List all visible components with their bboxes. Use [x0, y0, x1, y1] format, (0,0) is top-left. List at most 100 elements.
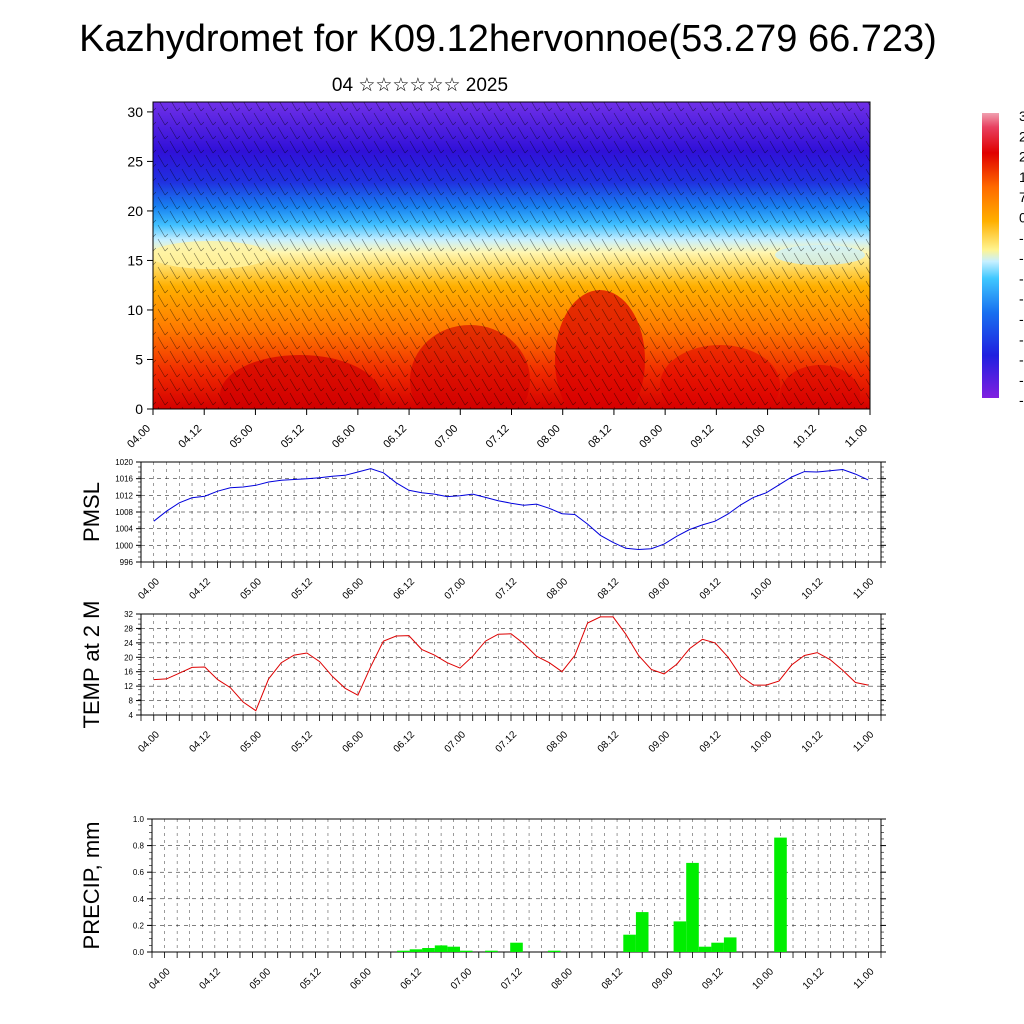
- y-tick-label: 0: [135, 401, 143, 417]
- chart-title: Kazhydromet for K09.12hervonnoe(53.279 6…: [79, 18, 937, 60]
- colorbar-label: -: [1019, 392, 1024, 408]
- colorbar-label: 2: [1019, 128, 1024, 144]
- x-tick-label: 08.00: [545, 729, 571, 755]
- colorbar-ramp: [982, 113, 999, 398]
- x-tick-label: 06.00: [348, 966, 374, 992]
- x-tick-label: 10.12: [801, 966, 827, 992]
- y-axis-label: TEMP at 2 M: [79, 601, 104, 729]
- colorbar-label: -: [1019, 270, 1024, 286]
- x-tick-label: 07.00: [449, 966, 475, 992]
- y-tick-label: 1008: [115, 508, 133, 517]
- precip-panel: 0.0 0.2 0.4 0.6 0.8 1.0 04.00 04.12 05.00 05.12 06…: [79, 815, 886, 992]
- x-tick-label: 04.12: [187, 576, 213, 602]
- x-tick-label: 08.12: [596, 576, 622, 602]
- x-tick-label: 07.00: [443, 729, 469, 755]
- x-tick-label: 06.00: [330, 423, 358, 451]
- x-tick-label: 05.12: [290, 576, 316, 602]
- x-tick-label: 11.00: [851, 576, 876, 601]
- precip-bar: [723, 937, 737, 952]
- x-tick-label: 04.00: [147, 966, 173, 992]
- precip-bar: [673, 921, 687, 952]
- colorbar-label: 2: [1019, 149, 1024, 165]
- precip-bar: [459, 950, 473, 952]
- y-tick-label: 1020: [115, 458, 133, 467]
- y-tick-label: 30: [127, 104, 143, 120]
- y-tick-label: 32: [124, 610, 133, 619]
- x-tick-label: 05.00: [248, 966, 274, 992]
- colorbar-label: -: [1019, 250, 1024, 266]
- x-tick-label: 10.00: [740, 423, 768, 451]
- x-tick-label: 09.12: [698, 576, 724, 602]
- x-tick-label: 05.00: [228, 423, 256, 451]
- x-tick-label: 09.00: [647, 729, 673, 755]
- x-tick-label: 04.12: [197, 966, 223, 992]
- chart-subtitle: 04 ☆☆☆☆☆☆ 2025: [331, 75, 509, 96]
- colorbar-label: 3: [1019, 108, 1024, 124]
- x-tick-label: 06.00: [341, 576, 367, 602]
- precip-bar: [434, 945, 448, 952]
- series-line: [153, 616, 869, 712]
- y-tick-label: 12: [124, 682, 133, 691]
- precip-bar: [623, 934, 636, 952]
- x-tick-label: 04.12: [176, 423, 204, 451]
- x-tick-label: 10.00: [749, 729, 775, 755]
- colorbar-label: -: [1019, 352, 1024, 368]
- x-tick-label: 08.00: [535, 423, 563, 451]
- y-tick-label: 1000: [115, 541, 133, 550]
- y-tick-label: 20: [127, 203, 143, 219]
- x-tick-label: 09.12: [700, 966, 726, 992]
- colorbar: 3 2 2 1 7 0 - - - - - - - - -: [982, 108, 1024, 408]
- precip-bar: [547, 950, 561, 952]
- precip-bar: [409, 949, 423, 952]
- precip-bar: [510, 942, 523, 952]
- y-tick-label: 0.6: [133, 868, 145, 877]
- x-tick-label: 05.12: [290, 729, 316, 755]
- x-tick-label: 08.00: [545, 576, 571, 602]
- y-axis-label: PMSL: [79, 482, 104, 542]
- x-tick-label: 09.12: [698, 729, 724, 755]
- x-tick-label: 09.00: [647, 576, 673, 602]
- x-tick-label: 11.00: [843, 423, 870, 450]
- x-tick-label: 05.00: [238, 729, 264, 755]
- precip-bar: [485, 950, 498, 952]
- colorbar-label: 0: [1019, 210, 1024, 226]
- precip-bar: [686, 862, 699, 952]
- y-tick-label: 5: [135, 351, 143, 367]
- x-tick-label: 07.00: [432, 423, 460, 451]
- y-tick-label: 25: [127, 153, 143, 169]
- x-tick-label: 11.00: [851, 729, 876, 754]
- x-tick-label: 07.12: [494, 576, 520, 602]
- x-tick-label: 04.00: [136, 729, 162, 755]
- y-tick-label: 996: [120, 558, 134, 567]
- y-tick-label: 0.4: [133, 895, 145, 904]
- colorbar-label: 1: [1019, 169, 1024, 185]
- y-tick-label: 24: [124, 639, 133, 648]
- x-tick-label: 10.00: [751, 966, 777, 992]
- temp-panel: 4 8 12 16 20 24 28 32 04.00 04.12 05.00 05.12 06.00 0…: [79, 601, 886, 755]
- x-tick-label: 09.00: [637, 423, 665, 451]
- x-tick-label: 08.12: [596, 729, 622, 755]
- x-tick-label: 07.12: [494, 729, 520, 755]
- heatmap-panel: [152, 101, 871, 410]
- x-tick-label: 08.00: [549, 966, 575, 992]
- precip-bar: [635, 912, 649, 952]
- y-tick-label: 4: [129, 711, 134, 720]
- x-tick-label: 11.00: [852, 966, 877, 991]
- x-tick-label: 06.12: [399, 966, 425, 992]
- y-tick-label: 15: [127, 252, 143, 268]
- y-tick-label: 0.8: [133, 842, 145, 851]
- y-tick-label: 10: [127, 302, 143, 318]
- x-tick-label: 06.12: [381, 423, 409, 451]
- y-tick-label: 1.0: [133, 815, 145, 824]
- x-tick-label: 10.12: [800, 576, 826, 602]
- x-tick-label: 08.12: [600, 966, 626, 992]
- x-tick-label: 07.12: [499, 966, 525, 992]
- colorbar-label: 7: [1019, 189, 1024, 205]
- y-tick-label: 1012: [115, 491, 133, 500]
- precip-bar: [698, 946, 712, 952]
- colorbar-label: -: [1019, 372, 1024, 388]
- y-axis-label: PRECIP, mm: [79, 822, 104, 950]
- x-tick-label: 10.12: [791, 423, 819, 451]
- x-tick-label: 04.00: [136, 576, 162, 602]
